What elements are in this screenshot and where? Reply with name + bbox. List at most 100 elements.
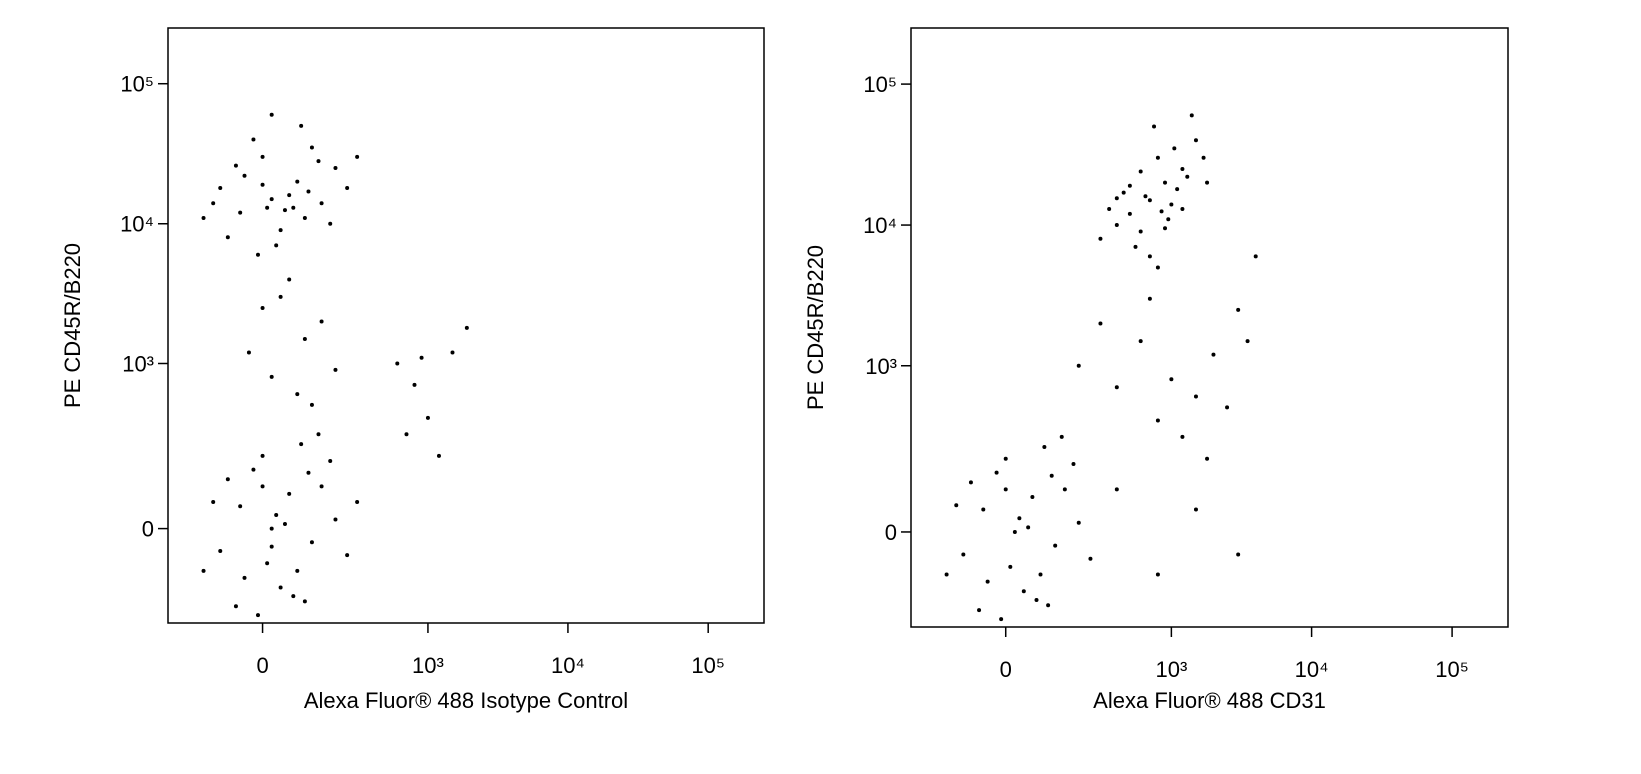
event-dot [1180, 434, 1185, 439]
event-dot [464, 325, 469, 330]
event-dot [211, 500, 216, 505]
event-dot [1114, 487, 1119, 492]
event-dot [218, 185, 223, 190]
event-dot [333, 166, 338, 171]
event-dot [1021, 589, 1026, 594]
event-dot [287, 277, 292, 282]
y-tick-label: 10³ [865, 354, 897, 379]
event-dot [1098, 321, 1103, 326]
event-dot [1059, 434, 1064, 439]
event-dot [269, 526, 274, 531]
event-dot [412, 382, 417, 387]
event-dot [269, 374, 274, 379]
event-dot [328, 459, 333, 464]
event-dot [961, 552, 966, 557]
event-dot [1152, 124, 1157, 129]
event-dot [1012, 529, 1017, 534]
event-dot [316, 432, 321, 437]
event-dot [1159, 209, 1164, 214]
event-dot [1138, 169, 1143, 174]
event-dot [260, 306, 265, 311]
event-dot [345, 553, 350, 558]
event-dot [1163, 180, 1168, 185]
event-dot [355, 500, 360, 505]
y-axis-title: PE CD45R/B220 [60, 243, 85, 408]
event-dot [238, 504, 243, 509]
event-dot [1193, 394, 1198, 399]
event-dot [1046, 603, 1051, 608]
event-dot [246, 350, 251, 355]
event-dot [436, 453, 441, 458]
event-dot [999, 617, 1004, 622]
event-dot [1127, 183, 1132, 188]
event-dot [319, 484, 324, 489]
x-tick-label: 10⁵ [691, 653, 725, 678]
event-dot [968, 480, 973, 485]
event-dot [1138, 339, 1143, 344]
event-dot [1236, 552, 1241, 557]
event-dot [299, 123, 304, 128]
event-dot [302, 599, 307, 604]
event-dot [1155, 155, 1160, 160]
event-dot [1201, 155, 1206, 160]
event-dot [1166, 217, 1171, 222]
y-tick-label: 10⁵ [120, 72, 154, 97]
event-dot [1163, 226, 1168, 231]
event-dot [1038, 572, 1043, 577]
event-dot [1003, 456, 1008, 461]
event-dot [1172, 146, 1177, 151]
event-dot [316, 159, 321, 164]
event-dot [1138, 229, 1143, 234]
event-dot [242, 575, 247, 580]
event-dot [282, 522, 287, 527]
event-dot [355, 154, 360, 159]
event-dot [954, 503, 959, 508]
event-dot [345, 185, 350, 190]
event-dot [302, 336, 307, 341]
event-dot [251, 467, 256, 472]
event-dot [319, 201, 324, 206]
event-dot [201, 215, 206, 220]
event-dot [291, 205, 296, 210]
y-tick-label: 10⁵ [863, 72, 897, 97]
event-dot [291, 594, 296, 599]
y-tick-label: 10³ [122, 351, 154, 376]
event-dot [425, 415, 430, 420]
event-dot [1169, 377, 1174, 382]
event-dot [985, 579, 990, 584]
plot-frame [910, 27, 1509, 628]
event-dot [309, 402, 314, 407]
y-tick-label: 0 [885, 520, 897, 545]
event-dot [1076, 520, 1081, 525]
event-dot [211, 201, 216, 206]
event-dot [1253, 254, 1258, 259]
event-dot [977, 608, 982, 613]
event-dot [1185, 174, 1190, 179]
event-dot [225, 477, 230, 482]
event-dot [404, 432, 409, 437]
event-dot [295, 392, 300, 397]
event-dot [309, 540, 314, 545]
event-dot [302, 215, 307, 220]
event-dot [319, 319, 324, 324]
event-dot [225, 235, 230, 240]
event-dot [1008, 564, 1013, 569]
event-dot [1175, 187, 1180, 192]
event-dot [1147, 254, 1152, 259]
event-dot [1236, 307, 1241, 312]
event-dot [328, 221, 333, 226]
event-dot [278, 294, 283, 299]
event-dot [1114, 223, 1119, 228]
event-dot [1114, 385, 1119, 390]
event-dot [269, 112, 274, 117]
event-dot [1042, 444, 1047, 449]
event-dot [218, 548, 223, 553]
event-dot [201, 568, 206, 573]
event-dot [269, 197, 274, 202]
event-dot [1155, 265, 1160, 270]
event-dot [260, 182, 265, 187]
event-dot [1169, 202, 1174, 207]
x-tick-label: 10⁴ [551, 653, 585, 678]
event-dot [242, 173, 247, 178]
event-dot [1133, 244, 1138, 249]
